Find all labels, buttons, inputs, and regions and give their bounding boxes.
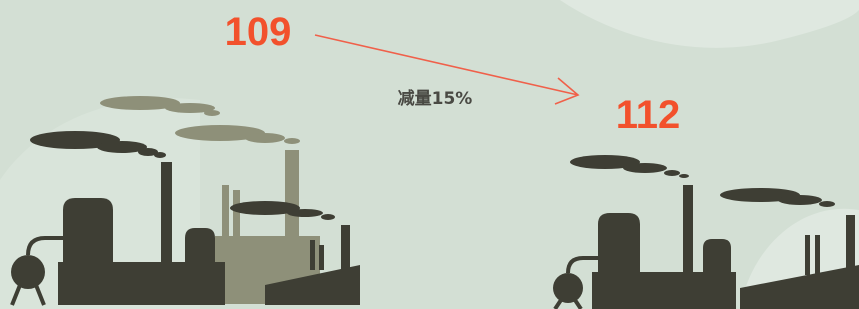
after-value: 112 [616, 93, 681, 137]
before-value: 109 [225, 10, 292, 54]
page: 109 112 减量15% (() => { const data = JSON… [0, 0, 859, 309]
infographic: 109 112 减量15% [0, 0, 859, 309]
change-label: 减量15% [398, 88, 473, 109]
